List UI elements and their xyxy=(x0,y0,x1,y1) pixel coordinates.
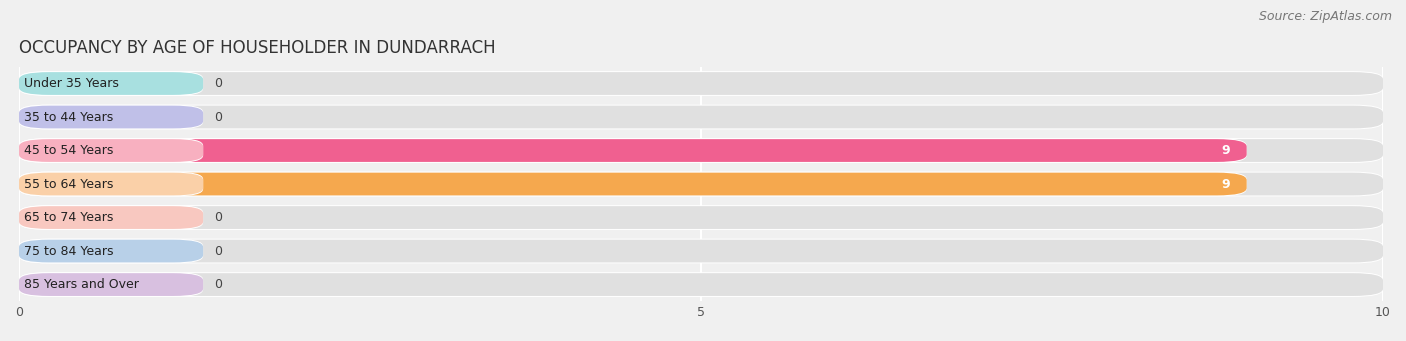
Text: 0: 0 xyxy=(214,77,222,90)
FancyBboxPatch shape xyxy=(20,205,202,230)
FancyBboxPatch shape xyxy=(20,272,1384,297)
FancyBboxPatch shape xyxy=(20,206,1384,229)
Text: 9: 9 xyxy=(1222,178,1230,191)
Text: Under 35 Years: Under 35 Years xyxy=(24,77,120,90)
FancyBboxPatch shape xyxy=(20,273,1384,296)
FancyBboxPatch shape xyxy=(20,106,202,129)
FancyBboxPatch shape xyxy=(20,139,1384,162)
FancyBboxPatch shape xyxy=(20,139,202,162)
FancyBboxPatch shape xyxy=(20,138,202,163)
FancyBboxPatch shape xyxy=(20,138,1247,163)
Text: 0: 0 xyxy=(214,211,222,224)
FancyBboxPatch shape xyxy=(20,240,202,263)
Text: 0: 0 xyxy=(214,278,222,291)
FancyBboxPatch shape xyxy=(20,71,1384,96)
FancyBboxPatch shape xyxy=(20,173,1384,195)
Text: 9: 9 xyxy=(1222,144,1230,157)
Text: 55 to 64 Years: 55 to 64 Years xyxy=(24,178,114,191)
FancyBboxPatch shape xyxy=(20,72,202,95)
Text: 85 Years and Over: 85 Years and Over xyxy=(24,278,139,291)
FancyBboxPatch shape xyxy=(20,240,1384,263)
FancyBboxPatch shape xyxy=(20,138,1384,163)
Text: 65 to 74 Years: 65 to 74 Years xyxy=(24,211,114,224)
FancyBboxPatch shape xyxy=(20,206,202,229)
FancyBboxPatch shape xyxy=(20,173,202,195)
FancyBboxPatch shape xyxy=(20,205,1384,230)
Text: OCCUPANCY BY AGE OF HOUSEHOLDER IN DUNDARRACH: OCCUPANCY BY AGE OF HOUSEHOLDER IN DUNDA… xyxy=(20,39,496,57)
FancyBboxPatch shape xyxy=(20,239,1384,264)
FancyBboxPatch shape xyxy=(20,72,1384,95)
FancyBboxPatch shape xyxy=(20,273,202,296)
FancyBboxPatch shape xyxy=(20,172,1247,196)
Text: 0: 0 xyxy=(214,244,222,257)
FancyBboxPatch shape xyxy=(20,272,202,297)
Text: 45 to 54 Years: 45 to 54 Years xyxy=(24,144,114,157)
FancyBboxPatch shape xyxy=(20,139,1247,162)
Text: 75 to 84 Years: 75 to 84 Years xyxy=(24,244,114,257)
FancyBboxPatch shape xyxy=(20,105,1384,130)
FancyBboxPatch shape xyxy=(20,239,202,264)
Text: 35 to 44 Years: 35 to 44 Years xyxy=(24,110,114,123)
FancyBboxPatch shape xyxy=(20,71,202,96)
FancyBboxPatch shape xyxy=(20,105,202,130)
Text: Source: ZipAtlas.com: Source: ZipAtlas.com xyxy=(1258,10,1392,23)
FancyBboxPatch shape xyxy=(20,172,1384,196)
FancyBboxPatch shape xyxy=(20,106,1384,129)
FancyBboxPatch shape xyxy=(20,173,1247,195)
Text: 0: 0 xyxy=(214,110,222,123)
FancyBboxPatch shape xyxy=(20,172,202,196)
